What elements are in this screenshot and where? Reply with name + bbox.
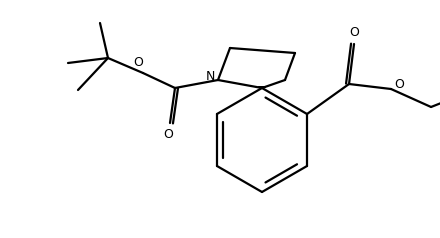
Text: O: O bbox=[133, 56, 143, 69]
Text: O: O bbox=[163, 129, 173, 142]
Text: O: O bbox=[394, 78, 404, 90]
Text: O: O bbox=[349, 25, 359, 39]
Text: N: N bbox=[205, 70, 215, 84]
